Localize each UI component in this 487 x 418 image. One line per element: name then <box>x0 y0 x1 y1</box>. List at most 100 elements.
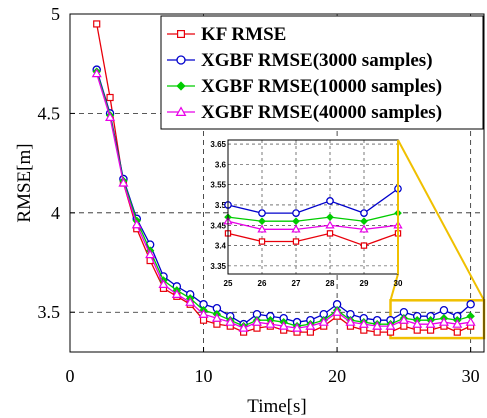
inset-x-tick-label: 29 <box>360 279 369 288</box>
data-point-marker <box>413 326 421 334</box>
inset-y-tick-label: 3.55 <box>210 181 226 190</box>
inset-y-tick-label: 3.6 <box>215 160 227 169</box>
inset-y-tick-label: 3.65 <box>210 140 226 149</box>
data-point-marker <box>176 55 186 65</box>
data-point-marker <box>360 326 368 334</box>
data-point-marker <box>453 328 461 336</box>
data-point-marker <box>466 300 475 309</box>
data-point-marker <box>253 324 261 332</box>
inset-x-tick-label: 25 <box>224 279 233 288</box>
data-point-marker <box>198 309 209 318</box>
y-tick-label: 4.5 <box>38 103 61 123</box>
data-point-marker <box>426 326 435 334</box>
data-point-marker <box>171 289 182 298</box>
legend-label: XGBF RMSE(10000 samples) <box>201 76 442 97</box>
data-point-marker <box>373 328 381 336</box>
x-axis-title: Time[s] <box>247 396 306 417</box>
data-point-marker <box>385 320 396 330</box>
legend-label: KF RMSE <box>201 24 286 45</box>
data-point-marker <box>185 297 196 306</box>
x-tick-label: 0 <box>66 366 75 386</box>
data-point-marker <box>118 177 129 187</box>
data-point-marker <box>326 230 334 237</box>
axes-frame <box>69 13 485 353</box>
data-point-marker <box>291 322 303 332</box>
data-point-marker <box>105 112 116 121</box>
x-tick-label: 20 <box>328 366 346 386</box>
data-point-marker <box>145 249 156 259</box>
legend-label: XGBF RMSE(40000 samples) <box>201 102 442 123</box>
data-point-marker <box>360 242 368 249</box>
data-point-marker <box>400 322 408 330</box>
data-point-marker <box>238 322 249 332</box>
series-1 <box>93 20 475 336</box>
data-point-marker <box>177 30 186 39</box>
data-point-marker <box>175 106 187 117</box>
data-point-marker <box>305 320 316 330</box>
data-point-marker <box>258 209 266 217</box>
data-point-marker <box>326 197 334 205</box>
data-point-marker <box>306 328 314 336</box>
inset-series-line <box>227 220 399 230</box>
legend: KF RMSE XGBF RMSE(3000 samples) XGBF RMSE(… <box>160 15 484 130</box>
data-point-marker <box>358 318 369 328</box>
data-point-marker <box>176 81 186 91</box>
legend-entry: XGBF RMSE(40000 samples) <box>167 102 442 123</box>
inset-x-tick-label: 26 <box>258 279 267 288</box>
data-point-marker <box>292 238 300 245</box>
data-point-marker <box>360 217 368 226</box>
inset-series-line <box>227 232 399 247</box>
data-point-marker <box>106 93 114 102</box>
inset-y-tick-label: 3.45 <box>210 221 226 230</box>
zoom-connector-line <box>389 273 399 301</box>
inset-series-line <box>227 188 399 214</box>
data-point-marker <box>438 316 449 326</box>
zoom-connector-line <box>397 139 485 301</box>
data-point-marker <box>93 20 101 28</box>
data-point-marker <box>318 316 329 326</box>
data-point-marker <box>278 320 289 330</box>
series-lines <box>91 20 476 336</box>
inset-x-tick-label: 28 <box>326 279 335 288</box>
inset-series-3 <box>224 209 402 226</box>
data-point-marker <box>131 219 142 229</box>
data-point-marker <box>199 316 208 324</box>
inset-right-edge <box>397 140 399 274</box>
data-point-marker <box>91 68 102 78</box>
data-point-marker <box>439 305 449 315</box>
data-point-marker <box>326 213 334 221</box>
data-point-marker <box>465 316 476 326</box>
x-tick-label: 30 <box>462 366 480 386</box>
data-point-marker <box>345 316 356 326</box>
data-point-marker <box>211 312 222 322</box>
series-4 <box>91 68 476 332</box>
legend-entry: KF RMSE <box>167 24 286 45</box>
data-point-marker <box>291 224 301 233</box>
x-tick-label: 10 <box>195 366 213 386</box>
data-point-marker <box>158 279 169 288</box>
data-point-marker <box>292 217 300 226</box>
data-point-marker <box>257 224 267 233</box>
data-point-marker <box>412 318 423 328</box>
y-tick-label: 4 <box>51 203 60 223</box>
y-axis-title: RMSE[m] <box>14 143 35 222</box>
data-point-marker <box>360 209 368 217</box>
inset-y-tick-label: 3.5 <box>215 201 227 210</box>
data-point-marker <box>258 217 266 226</box>
data-point-marker <box>372 320 383 330</box>
data-point-marker <box>258 238 266 245</box>
inset-series-2 <box>224 184 402 217</box>
inset-x-tick-label: 27 <box>292 279 301 288</box>
data-point-marker <box>398 314 409 324</box>
data-point-marker <box>386 328 395 336</box>
data-point-marker <box>332 307 343 316</box>
data-point-marker <box>325 220 335 229</box>
data-point-marker <box>213 320 221 328</box>
legend-label: XGBF RMSE(3000 samples) <box>201 50 433 71</box>
zoom-inset: 3.35 3.4 3.45 3.5 3.55 3.6 3.65 25 26 27 28 29 30 <box>210 139 403 288</box>
legend-entry: XGBF RMSE(10000 samples) <box>167 76 442 97</box>
y-tick-label: 3.5 <box>38 302 61 322</box>
inset-x-tick-label: 30 <box>394 279 403 288</box>
